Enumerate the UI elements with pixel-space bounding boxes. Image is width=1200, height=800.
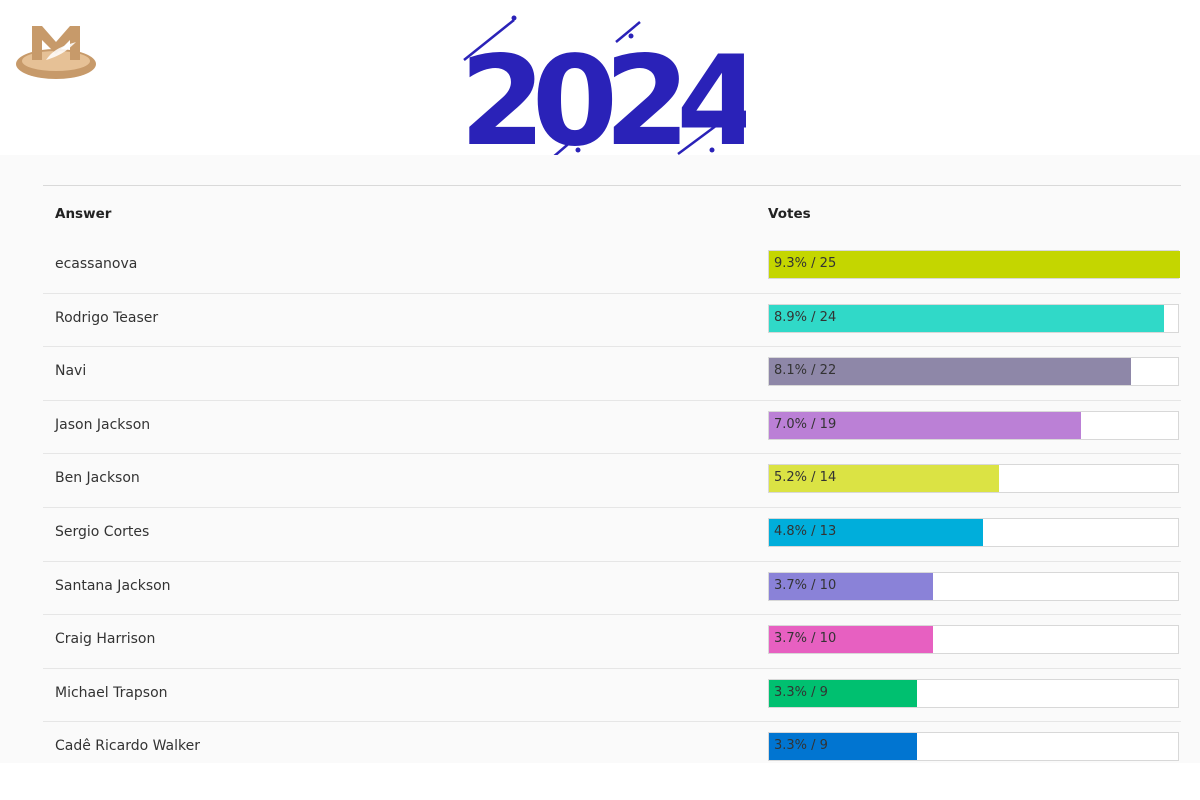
vote-bar-label: 8.1% / 22 [774, 363, 837, 379]
vote-bar [769, 358, 1131, 386]
table-row: Ben Jackson 5.2% / 14 [43, 453, 1181, 507]
vote-bar-label: 8.9% / 24 [774, 309, 837, 325]
table-row: Craig Harrison 3.7% / 10 [43, 614, 1181, 668]
votes-column-header: Votes [768, 206, 811, 222]
vote-bar-label: 5.2% / 14 [774, 470, 837, 486]
answer-label: Michael Trapson [55, 684, 168, 701]
vote-bar-label: 3.7% / 10 [774, 631, 837, 647]
answer-label: Santana Jackson [55, 577, 171, 594]
table-row: Cadê Ricardo Walker 3.3% / 9 [43, 721, 1181, 775]
answer-label: Ben Jackson [55, 470, 140, 487]
vote-bar-label: 7.0% / 19 [774, 416, 837, 432]
vote-bar-track: 9.3% / 25 [768, 250, 1180, 279]
table-row: ecassanova 9.3% / 25 [43, 240, 1181, 293]
table-row: Santana Jackson 3.7% / 10 [43, 560, 1181, 615]
answer-label: Sergio Cortes [55, 523, 150, 540]
answer-label: Navi [55, 363, 87, 380]
year-text: 2024 [459, 30, 746, 174]
answer-label: Cadê Ricardo Walker [55, 738, 201, 755]
vote-bar-label: 3.3% / 9 [774, 684, 828, 700]
vote-bar-track: 3.7% / 10 [768, 625, 1179, 655]
poll-results-table: Answer Votes ecassanova 9.3% / 25 Rodrigo … [43, 185, 1181, 775]
table-row: Navi 8.1% / 22 [43, 346, 1181, 400]
answer-label: Jason Jackson [55, 416, 151, 433]
vote-bar [769, 733, 917, 761]
table-body: ecassanova 9.3% / 25 Rodrigo Teaser 8.9% / … [43, 240, 1181, 775]
vote-bar-label: 3.3% / 9 [774, 738, 828, 754]
vote-bar-label: 3.7% / 10 [774, 577, 837, 593]
vote-bar [769, 679, 917, 707]
table-row: Michael Trapson 3.3% / 9 [43, 667, 1181, 722]
answer-column-header: Answer [55, 206, 112, 222]
vote-bar [769, 465, 1000, 493]
vote-bar-label: 4.8% / 13 [774, 523, 837, 539]
table-header: Answer Votes [43, 186, 1181, 240]
vote-bar-track: 8.9% / 24 [768, 303, 1179, 333]
vote-bar-track: 3.3% / 9 [768, 732, 1179, 762]
site-logo [16, 26, 96, 79]
year-2024-banner: 2024 [459, 15, 746, 174]
table-row: Jason Jackson 7.0% / 19 [43, 399, 1181, 454]
vote-bar-track: 3.3% / 9 [768, 678, 1179, 708]
table-row: Sergio Cortes 4.8% / 13 [43, 506, 1181, 561]
vote-bar [769, 626, 934, 654]
answer-label: Rodrigo Teaser [55, 309, 159, 326]
vote-bar [769, 572, 934, 600]
vote-bar [769, 304, 1164, 332]
answer-label: ecassanova [55, 256, 138, 272]
vote-bar-track: 4.8% / 13 [768, 517, 1179, 547]
vote-bar-track: 5.2% / 14 [768, 464, 1179, 494]
vote-bar-track: 7.0% / 19 [768, 410, 1179, 440]
poll-results-panel: Answer Votes ecassanova 9.3% / 25 Rodrigo … [0, 155, 1200, 763]
vote-bar-label: 9.3% / 25 [774, 256, 837, 271]
vote-bar [769, 518, 983, 546]
vote-bar [769, 251, 1180, 278]
table-row: Rodrigo Teaser 8.9% / 24 [43, 292, 1181, 347]
vote-bar-track: 3.7% / 10 [768, 571, 1179, 601]
vote-bar [769, 411, 1082, 439]
vote-bar-track: 8.1% / 22 [768, 357, 1179, 387]
answer-label: Craig Harrison [55, 631, 156, 648]
